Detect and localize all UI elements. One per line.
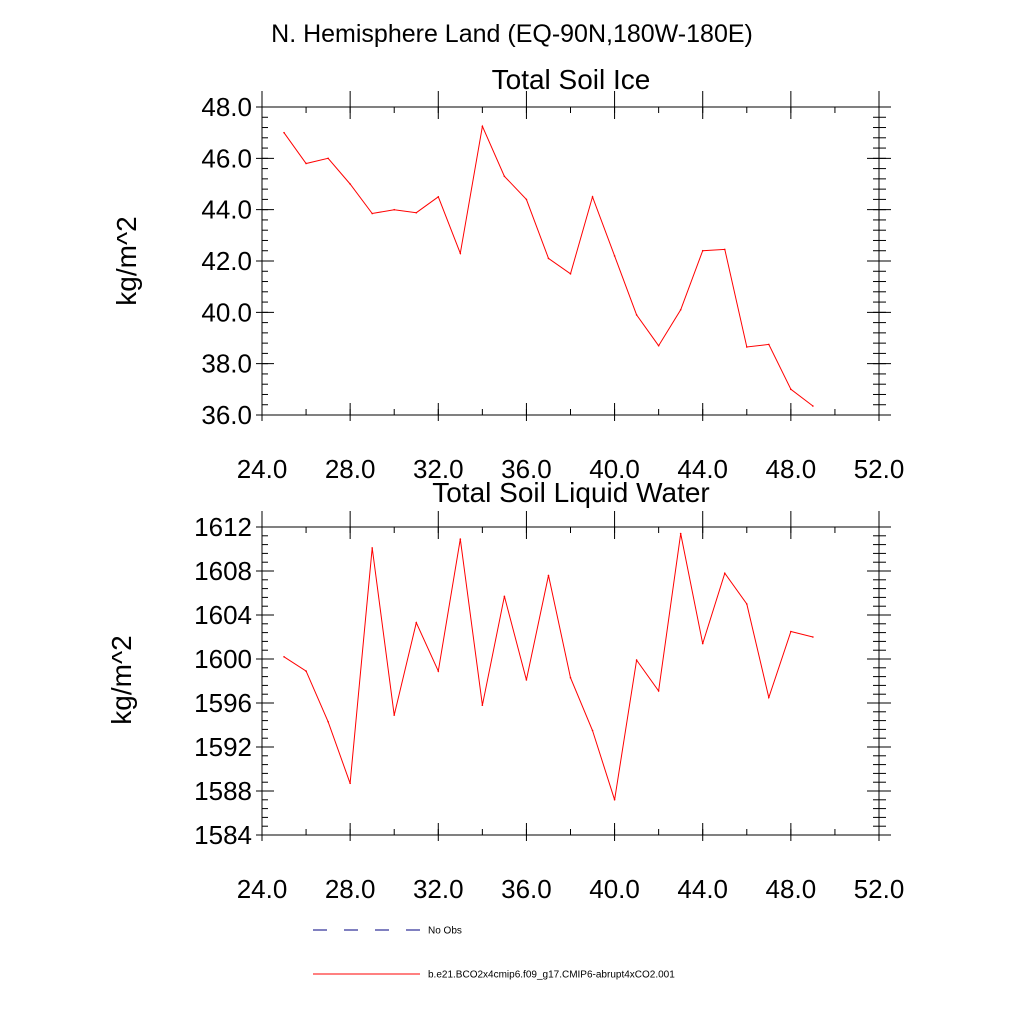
data-point [613,799,616,801]
x-tick-label: 24.0 [237,874,288,904]
y-tick-label: 1592 [194,732,252,762]
data-point [635,314,638,316]
x-tick-label: 24.0 [237,454,288,484]
y-tick-label: 1612 [194,512,252,542]
x-tick-label: 32.0 [413,874,464,904]
y-tick-label: 42.0 [201,246,252,276]
legend: No Obs b.e21.BCO2x4cmip6.f09_g17.CMIP6-a… [313,926,675,981]
y-tick-label: 1588 [194,776,252,806]
data-point [790,388,792,391]
x-tick-label: 48.0 [766,874,817,904]
data-point [481,704,484,706]
data-point [812,405,814,407]
data-point [525,198,528,201]
data-point [393,208,396,211]
y-tick-label: 36.0 [201,400,252,430]
data-point [437,196,440,198]
x-tick-label: 28.0 [325,454,376,484]
panel-total-soil-liquid-water: Total Soil Liquid Water kg/m^2 24.0 28.0 3… [106,477,904,904]
data-point [591,729,594,732]
x-tick-label: 44.0 [677,454,728,484]
y-tick-label: 1596 [194,688,252,718]
x-tick-label: 48.0 [766,454,817,484]
data-point [745,603,748,605]
plot-frame [261,526,880,836]
data-point [283,131,285,134]
data-point [701,249,704,252]
y-tick-label: 1584 [194,820,252,850]
series-line [283,533,814,800]
plot-frame [261,106,880,416]
data-point [547,257,550,260]
data-point [283,656,285,658]
data-point [371,212,373,215]
panel-title-soil-liquid-water: Total Soil Liquid Water [432,477,710,508]
data-point [437,670,440,672]
data-point [371,547,373,549]
x-tick-label: 32.0 [413,454,464,484]
data-point [768,696,770,699]
x-tick-label: 52.0 [854,874,905,904]
y-axis-label-soil-liquid-water: kg/m^2 [106,635,137,724]
y-tick-label: 1604 [194,600,252,630]
y-tick-label: 38.0 [201,349,252,379]
plot-area-soil-liquid-water: 24.0 28.0 32.0 36.0 40.0 44.0 48.0 52.0 1584 1588… [194,511,904,904]
x-tick-label: 40.0 [589,874,640,904]
legend-label-no-obs: No Obs [428,926,462,937]
data-point [349,782,351,785]
y-tick-label: 1608 [194,556,252,586]
data-point [547,574,550,577]
data-point [305,162,307,165]
data-point [723,248,726,251]
data-point [679,532,682,535]
data-point [569,273,572,275]
series-line [283,124,814,407]
panel-title-soil-ice: Total Soil Ice [492,64,651,95]
x-tick-label: 28.0 [325,874,376,904]
x-tick-label: 36.0 [501,454,552,484]
panel-total-soil-ice: Total Soil Ice kg/m^2 24.0 28.0 32.0 36.0 40… [111,64,904,484]
data-point [591,196,594,198]
data-point [790,630,792,633]
data-point [525,679,528,681]
data-point [768,343,770,346]
data-point [657,344,660,347]
data-point [569,676,572,679]
x-tick-label: 44.0 [677,874,728,904]
data-point [349,183,351,185]
data-point [723,572,726,574]
plot-area-soil-ice: 24.0 28.0 32.0 36.0 40.0 44.0 48.0 52.0 36.0 38.0… [201,91,904,484]
data-point [613,255,616,257]
x-tick-label: 36.0 [501,874,552,904]
data-point [745,346,748,348]
figure-title: N. Hemisphere Land (EQ-90N,180W-180E) [271,20,753,48]
data-point [812,636,814,638]
data-point [657,690,660,692]
x-tick-label: 52.0 [854,454,905,484]
y-tick-label: 1600 [194,644,252,674]
data-point [635,659,638,661]
data-point [503,175,506,178]
legend-label-model: b.e21.BCO2x4cmip6.f09_g17.CMIP6-abrupt4x… [428,970,675,981]
y-tick-label: 48.0 [201,92,252,122]
data-point [481,125,484,128]
data-point [305,670,307,672]
data-point [415,621,418,624]
data-point [679,308,682,311]
data-point [327,720,329,723]
y-tick-label: 40.0 [201,297,252,327]
y-tick-label: 46.0 [201,143,252,173]
y-axis-label-soil-ice: kg/m^2 [111,216,142,305]
y-tick-label: 44.0 [201,195,252,225]
data-point [393,714,396,716]
x-tick-label: 40.0 [589,454,640,484]
data-point [327,157,329,160]
data-point [503,595,506,598]
data-point [459,252,462,255]
data-point [459,538,462,540]
data-point [701,642,704,645]
data-point [415,211,418,214]
